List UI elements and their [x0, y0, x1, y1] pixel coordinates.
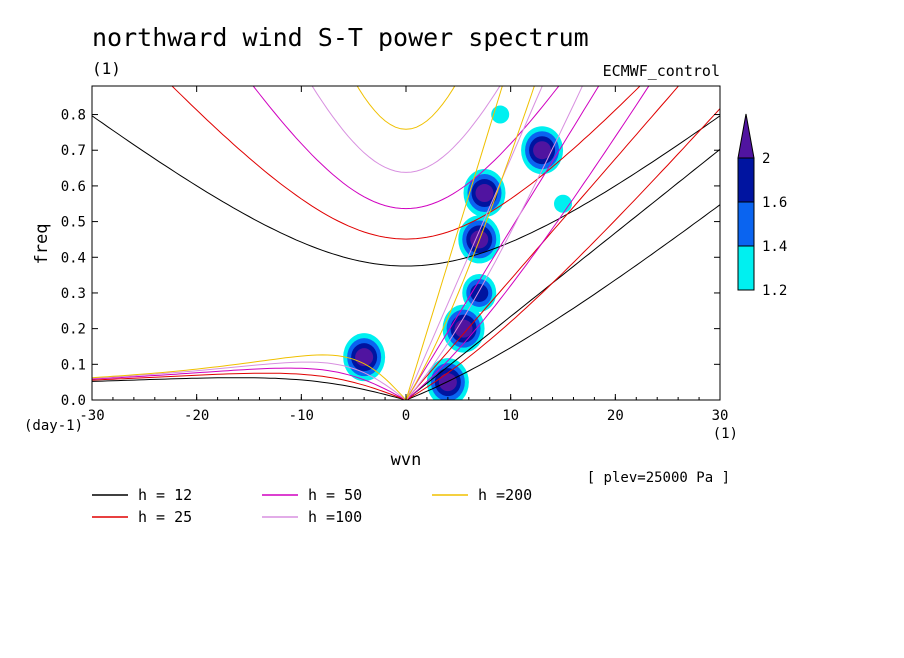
y-tick-label: 0.6	[61, 179, 86, 195]
kelvin-curve	[405, 86, 543, 400]
contour-blob	[438, 373, 457, 392]
contour-blob	[470, 283, 489, 302]
x-tick-label: -30	[79, 408, 104, 424]
x-tick-label: 10	[502, 408, 519, 424]
colorbar-tick-label: 1.4	[762, 239, 787, 255]
x-axis-label: wvn	[391, 450, 422, 470]
x-tick-label: 30	[712, 408, 729, 424]
y-units-label: (day-1)	[24, 418, 83, 434]
y-tick-label: 0.3	[61, 286, 86, 302]
plev-annotation: [ plev=25000 Pa ]	[587, 470, 730, 486]
y-tick-label: 0.1	[61, 357, 86, 373]
kelvin-curve	[405, 148, 720, 400]
chart-title: northward wind S-T power spectrum	[92, 23, 589, 52]
legend-label: h =100	[308, 508, 362, 526]
colorbar-tick-label: 2	[762, 151, 770, 167]
kelvin-curve	[405, 86, 503, 400]
legend: h = 12 h = 25 h = 50 h =100 h =200	[92, 486, 532, 526]
mrg-curve	[405, 86, 535, 400]
contour-fills	[343, 105, 572, 400]
dispersion-curves	[92, 86, 720, 400]
x-tick-label: 20	[607, 408, 624, 424]
colorbar: 2 1.6 1.4 1.2	[737, 113, 787, 299]
y-tick-label: 0.2	[61, 322, 86, 338]
contour-blob	[554, 194, 572, 213]
colorbar-segment	[737, 245, 755, 291]
inertia-gravity-curve	[356, 86, 456, 130]
x-tick-label: -20	[184, 408, 209, 424]
axis-ticks: -30 -20 -10 0 10 20 30 0.0 0.1 0.2 0.3 0.4 0.5 0.6 0.7…	[61, 86, 729, 424]
colorbar-segment	[737, 201, 755, 247]
subtitle-right: ECMWF_control	[603, 62, 720, 80]
rossby-curve	[92, 367, 407, 400]
mrg-curve	[405, 86, 650, 400]
legend-label: h = 50	[308, 486, 362, 504]
colorbar-arrow	[737, 113, 755, 159]
y-axis-label: freq	[32, 224, 52, 265]
y-tick-label: 0.4	[61, 250, 86, 266]
x-tick-label: 0	[402, 408, 410, 424]
mrg-curve	[405, 204, 720, 400]
contour-blob	[533, 141, 552, 160]
contour-blob	[491, 105, 510, 124]
x-units-label: (1)	[713, 426, 738, 442]
legend-label: h = 25	[138, 508, 192, 526]
mrg-curve	[405, 86, 583, 400]
y-tick-label: 0.5	[61, 215, 86, 231]
kelvin-curve	[405, 86, 680, 400]
legend-label: h =200	[478, 486, 532, 504]
kelvin-curve	[405, 86, 600, 400]
y-tick-label: 0.8	[61, 108, 86, 124]
subtitle-left: (1)	[92, 59, 121, 78]
contour-blob	[454, 319, 473, 338]
rossby-curve	[92, 377, 407, 400]
rossby-curve	[92, 361, 407, 400]
legend-label: h = 12	[138, 486, 192, 504]
y-tick-label: 0.7	[61, 143, 86, 159]
y-tick-label: 0.0	[61, 393, 86, 409]
plot-frame	[91, 85, 721, 401]
colorbar-tick-label: 1.6	[762, 195, 787, 211]
rossby-curve	[92, 372, 407, 400]
colorbar-segment	[737, 157, 755, 203]
x-tick-label: -10	[289, 408, 314, 424]
colorbar-tick-label: 1.2	[762, 283, 787, 299]
inertia-gravity-curve	[252, 86, 560, 210]
contour-blob	[475, 184, 494, 203]
inertia-gravity-curve	[311, 86, 501, 173]
mrg-curve	[405, 108, 720, 400]
inertia-gravity-curve	[171, 86, 641, 240]
inertia-gravity-curve	[92, 115, 720, 267]
rossby-curve	[92, 354, 407, 400]
